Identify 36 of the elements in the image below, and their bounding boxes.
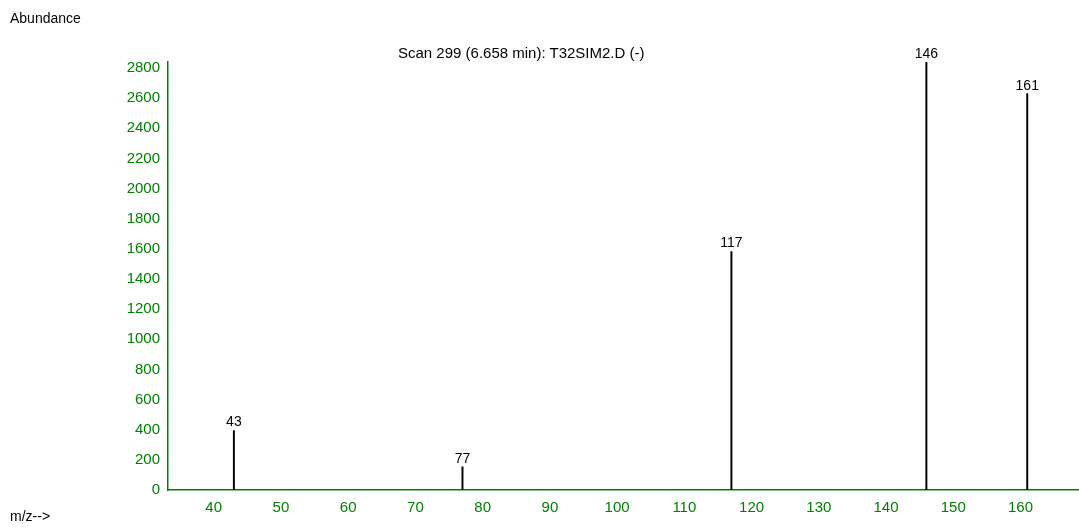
annotation: 43 xyxy=(226,413,242,430)
x-tick-label: 80 xyxy=(474,498,491,516)
x-tick-label: 110 xyxy=(672,498,697,516)
y-tick-label: 400 xyxy=(134,419,160,437)
y-tick-label: 2200 xyxy=(126,148,160,166)
y-tick-label: 200 xyxy=(134,450,160,467)
y-tick-label: 1400 xyxy=(126,269,160,287)
annotation: 161 xyxy=(1015,76,1040,93)
y-tick-label: 2600 xyxy=(126,88,160,106)
y-tick-label: 0 xyxy=(151,480,160,498)
y-tick-label: 1600 xyxy=(126,239,160,257)
x-tick-label: 100 xyxy=(604,498,630,516)
x-tick-label: 130 xyxy=(806,498,832,516)
x-tick-label: 70 xyxy=(407,498,424,516)
y-tick-label: 600 xyxy=(134,389,160,407)
x-tick-label: 140 xyxy=(873,498,899,516)
x-tick-label: 160 xyxy=(1007,498,1034,516)
y-tick-label: 1200 xyxy=(126,299,160,317)
x-tick-label: 40 xyxy=(205,498,223,516)
annotation: 146 xyxy=(914,45,939,62)
y-tick-label: 1000 xyxy=(126,329,160,347)
y-axis-title: Abundance xyxy=(10,10,81,26)
x-tick-label: 60 xyxy=(339,498,357,516)
x-tick-label: 50 xyxy=(272,498,290,516)
x-tick-label: 90 xyxy=(541,498,559,516)
x-tick-label: 120 xyxy=(739,498,765,516)
y-tick-label: 2000 xyxy=(126,178,160,196)
annotation: 77 xyxy=(454,449,471,466)
y-tick-label: 2400 xyxy=(126,118,160,136)
y-tick-label: 1800 xyxy=(126,208,160,226)
text: m/z--> xyxy=(10,508,51,524)
annotation: 117 xyxy=(720,234,743,251)
y-tick-label: 800 xyxy=(134,359,160,377)
chart-title: Scan 299 (6.658 min): T32SIM2.D (-) xyxy=(398,44,645,61)
x-tick-label: 150 xyxy=(940,498,966,516)
y-tick-label: 2800 xyxy=(126,58,160,76)
